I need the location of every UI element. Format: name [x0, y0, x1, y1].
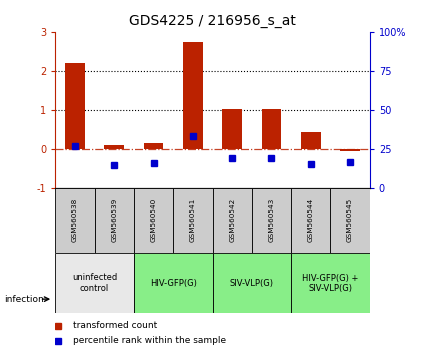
Bar	[134, 188, 173, 253]
Bar	[65, 63, 85, 149]
Text: SIV-VLP(G): SIV-VLP(G)	[230, 279, 274, 288]
Bar	[212, 253, 291, 313]
Text: infection: infection	[4, 295, 44, 304]
Bar	[94, 188, 134, 253]
Bar	[222, 109, 242, 149]
Bar	[173, 188, 212, 253]
Text: GSM560541: GSM560541	[190, 198, 196, 242]
Bar	[134, 253, 212, 313]
Bar	[144, 143, 163, 149]
Bar	[212, 188, 252, 253]
Text: uninfected
control: uninfected control	[72, 274, 117, 293]
Bar	[331, 188, 370, 253]
Text: HIV-GFP(G) +
SIV-VLP(G): HIV-GFP(G) + SIV-VLP(G)	[302, 274, 359, 293]
Bar	[340, 149, 360, 151]
Text: GSM560542: GSM560542	[229, 198, 235, 242]
Bar	[105, 145, 124, 149]
Bar	[291, 188, 331, 253]
Text: transformed count: transformed count	[73, 321, 157, 330]
Text: percentile rank within the sample: percentile rank within the sample	[73, 336, 226, 346]
Text: GSM560539: GSM560539	[111, 198, 117, 242]
Text: GSM560543: GSM560543	[269, 198, 275, 242]
Bar	[301, 132, 320, 149]
Bar	[262, 109, 281, 149]
Text: GSM560540: GSM560540	[150, 198, 156, 242]
Text: HIV-GFP(G): HIV-GFP(G)	[150, 279, 197, 288]
Text: GSM560538: GSM560538	[72, 198, 78, 242]
Bar	[55, 188, 94, 253]
Bar	[252, 188, 291, 253]
Text: GSM560545: GSM560545	[347, 198, 353, 242]
Title: GDS4225 / 216956_s_at: GDS4225 / 216956_s_at	[129, 14, 296, 28]
Bar	[291, 253, 370, 313]
Text: GSM560544: GSM560544	[308, 198, 314, 242]
Bar	[55, 253, 134, 313]
Bar	[183, 42, 203, 149]
